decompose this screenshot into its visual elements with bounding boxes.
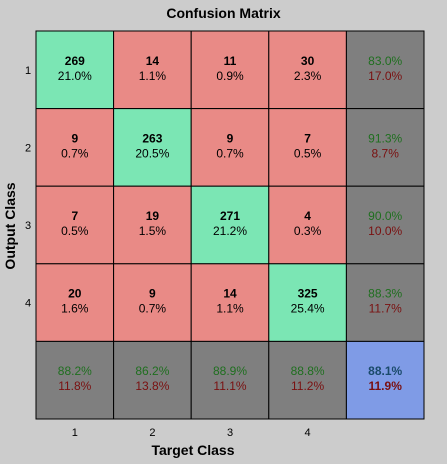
col-summary-cell [113,340,192,420]
matrix-cell [268,263,347,342]
cell-percent: 20.5% [135,146,169,160]
cell-count: 9 [149,287,156,301]
cell-percent: 0.7% [216,146,244,160]
cell-count: 11 [224,54,237,68]
row-error-percent: 10.0% [368,224,402,238]
overall-correct-percent: 88.1% [368,364,402,378]
col-error-percent: 11.2% [291,379,324,393]
col-correct-percent: 88.9% [213,364,247,378]
cell-count: 325 [298,287,318,301]
matrix-cell [268,108,347,187]
col-correct-percent: 88.2% [58,364,92,378]
row-error-percent: 8.7% [372,146,400,160]
cell-percent: 0.5% [61,224,89,238]
cell-percent: 0.7% [139,302,167,316]
matrix-cell [190,263,270,342]
cell-percent: 25.4% [291,302,325,316]
overall-error-percent: 11.9% [369,379,403,393]
cell-count: 9 [71,131,78,145]
cell-percent: 0.7% [61,146,89,160]
matrix-cell [35,185,115,265]
y-tick-label: 2 [25,142,31,154]
cell-percent: 1.1% [139,69,167,83]
col-error-percent: 11.1% [213,379,246,393]
cell-percent: 2.3% [294,69,322,83]
col-correct-percent: 86.2% [135,364,169,378]
row-correct-percent: 90.0% [368,209,402,223]
cell-count: 20 [68,287,82,301]
cell-count: 30 [301,54,315,68]
row-error-percent: 17.0% [368,69,402,83]
cell-percent: 1.6% [61,302,89,316]
x-tick-label: 3 [227,427,233,439]
x-tick-label: 2 [149,427,155,439]
col-correct-percent: 88.8% [291,364,325,378]
y-tick-label: 3 [25,220,31,232]
chart-title: Confusion Matrix [166,5,281,21]
cell-count: 4 [304,209,311,223]
cell-percent: 1.1% [216,302,244,316]
matrix-cell [190,185,270,265]
x-tick-label: 4 [305,427,311,439]
cell-count: 9 [227,131,234,145]
col-summary-cell [190,340,270,420]
row-summary-cell [345,263,425,342]
matrix-cell [190,108,270,187]
cell-count: 269 [65,54,85,68]
cell-percent: 0.3% [294,224,322,238]
col-error-percent: 13.8% [135,379,169,393]
cell-percent: 1.5% [139,224,167,238]
x-axis-label: Target Class [151,442,235,458]
col-error-percent: 11.8% [58,379,91,393]
y-tick-label: 4 [25,298,31,310]
y-tick-label: 1 [25,65,31,77]
cell-percent: 0.5% [294,146,322,160]
cell-percent: 0.9% [216,69,244,83]
row-summary-cell [345,185,425,265]
col-summary-cell [268,340,347,420]
row-summary-cell [345,108,425,187]
x-tick-label: 1 [72,427,78,439]
cell-percent: 21.0% [58,69,92,83]
cell-count: 7 [304,131,311,145]
cell-percent: 21.2% [213,224,247,238]
matrix-cell [113,263,192,342]
cell-count: 14 [223,287,237,301]
matrix-cell [35,30,115,110]
cell-count: 14 [146,54,160,68]
overall-cell [345,340,425,420]
row-error-percent: 11.7% [369,302,402,316]
row-correct-percent: 88.3% [368,287,402,301]
row-correct-percent: 83.0% [368,54,402,68]
matrix-cell [268,185,347,265]
row-summary-cell [345,30,425,110]
cell-count: 19 [146,209,160,223]
row-correct-percent: 91.3% [368,131,402,145]
matrix-cell [113,185,192,265]
cell-count: 271 [220,209,240,223]
cell-count: 263 [142,131,162,145]
cell-count: 7 [71,209,78,223]
